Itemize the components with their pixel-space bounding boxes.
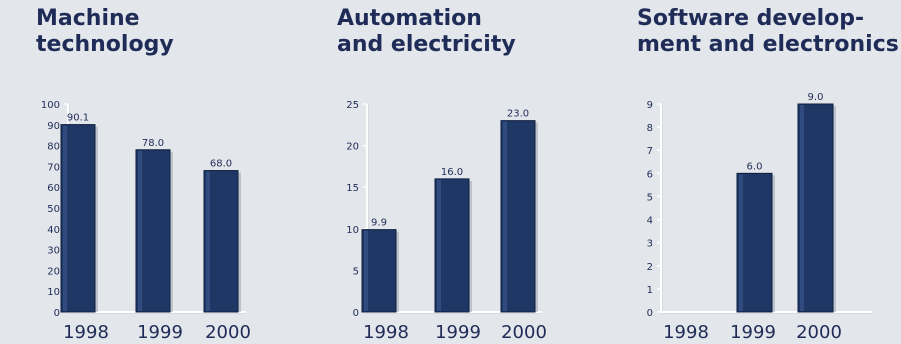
y-tick-label: 50 — [47, 204, 60, 215]
bar-highlight — [206, 171, 210, 311]
data-label: 23.0 — [507, 109, 529, 120]
y-tick-label: 5 — [647, 192, 653, 203]
bar-chart-software-electronics: 0 1 2 3 4 5 6 7 8 9 6.0 9.0 1998 1999 2000 — [647, 92, 872, 343]
bar-highlight — [739, 174, 743, 311]
y-tick-label: 15 — [346, 183, 359, 194]
data-label: 90.1 — [67, 113, 89, 124]
y-tick-label: 10 — [47, 287, 60, 298]
bar-1999 — [434, 178, 472, 313]
chart-panel-machine-technology: Machine technology 0 10 20 30 40 50 60 70 80 90 10… — [36, 0, 266, 344]
x-category-label: 1999 — [137, 322, 183, 343]
y-tick-label: 5 — [353, 266, 359, 277]
x-category-label: 1998 — [663, 322, 709, 343]
x-category-label: 2000 — [501, 322, 547, 343]
chart-panel-automation-electricity: Automation and electricity 0 5 10 15 20 25 9.9… — [337, 0, 567, 344]
y-tick-label: 2 — [647, 262, 653, 273]
bar-highlight — [800, 105, 804, 311]
bar-2000 — [203, 170, 241, 313]
y-tick-label: 8 — [647, 123, 653, 134]
y-tick-label: 80 — [47, 142, 60, 153]
data-label: 68.0 — [210, 159, 232, 170]
bar-highlight — [503, 121, 507, 311]
y-tick-label: 6 — [647, 169, 653, 180]
bar-1999 — [135, 149, 173, 313]
y-tick-label: 40 — [47, 225, 60, 236]
data-label: 16.0 — [441, 167, 463, 178]
data-label: 9.0 — [808, 92, 824, 103]
y-tick-label: 7 — [647, 146, 653, 157]
chart-title: Machine technology — [36, 6, 174, 57]
chart-title: Automation and electricity — [337, 6, 516, 57]
bar-chart-machine-technology: 0 10 20 30 40 50 60 70 80 90 100 90.1 78.0 68.0 1998 19… — [41, 100, 251, 343]
x-category-label: 2000 — [205, 322, 251, 343]
x-category-label: 1999 — [730, 322, 776, 343]
x-category-label: 2000 — [796, 322, 842, 343]
y-tick-label: 0 — [353, 308, 359, 319]
y-tick-label: 70 — [47, 162, 60, 173]
bar-highlight — [364, 230, 368, 311]
y-tick-label: 1 — [647, 285, 653, 296]
x-category-label: 1998 — [363, 322, 409, 343]
y-tick-label: 4 — [647, 216, 653, 227]
bar-chart-automation-electricity: 0 5 10 15 20 25 9.9 16.0 23.0 1998 1999 2000 — [346, 100, 547, 343]
y-tick-label: 30 — [47, 246, 60, 257]
y-tick-label: 0 — [54, 308, 60, 319]
bar-1998 — [60, 124, 98, 313]
y-tick-label: 90 — [47, 121, 60, 132]
y-tick-label: 25 — [346, 100, 359, 111]
bar-highlight — [63, 125, 67, 311]
y-tick-label: 0 — [647, 308, 653, 319]
data-label: 9.9 — [371, 218, 387, 229]
chart-panel-software-electronics: Software develop- ment and electronics 0… — [637, 0, 901, 344]
x-category-label: 1998 — [63, 322, 109, 343]
y-tick-label: 100 — [41, 100, 60, 111]
y-tick-label: 10 — [346, 225, 359, 236]
bar-2000 — [797, 103, 836, 313]
y-tick-label: 3 — [647, 239, 653, 250]
data-label: 78.0 — [142, 138, 164, 149]
y-tick-label: 9 — [647, 100, 653, 111]
bar-2000 — [500, 120, 538, 313]
bar-highlight — [437, 179, 441, 311]
y-tick-label: 20 — [47, 266, 60, 277]
data-label: 6.0 — [747, 161, 763, 172]
bar-highlight — [138, 150, 142, 311]
x-category-label: 1999 — [435, 322, 481, 343]
y-tick-label: 60 — [47, 183, 60, 194]
bar-1998 — [361, 229, 399, 313]
y-tick-label: 20 — [346, 142, 359, 153]
bar-1999 — [736, 172, 775, 313]
chart-title: Software develop- ment and electronics — [637, 6, 899, 57]
